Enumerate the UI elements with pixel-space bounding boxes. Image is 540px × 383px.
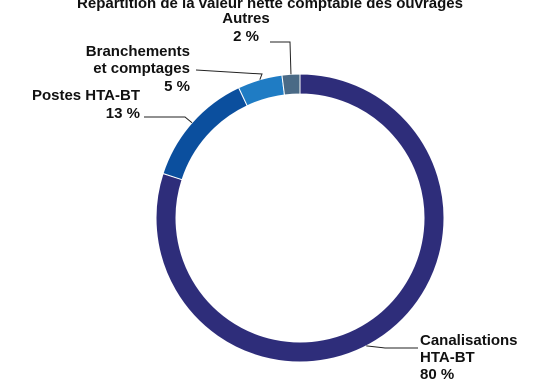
slice-autres: [281, 73, 301, 96]
label-branchements: Branchements et comptages 5 %: [86, 43, 190, 95]
label-autres: Autres 2 %: [222, 10, 270, 45]
label-canalisations-line2: HTA-BT: [420, 349, 475, 366]
leader-lines: [144, 41, 418, 349]
slice-branchements: [238, 74, 286, 107]
label-canalisations-line1: Canalisations: [420, 332, 518, 349]
label-autres-value: 2 %: [233, 28, 259, 45]
leader-postes: [144, 116, 193, 124]
leader-canalisations: [366, 345, 418, 349]
label-branchements-line2: et comptages: [93, 60, 190, 77]
label-autres-line1: Autres: [222, 10, 270, 27]
donut-slices: [155, 73, 445, 363]
slice-postes: [162, 87, 248, 181]
label-branchements-value: 5 %: [164, 78, 190, 95]
label-canalisations: Canalisations HTA-BT 80 %: [420, 332, 518, 383]
label-postes: Postes HTA-BT 13 %: [32, 87, 140, 122]
label-postes-value: 13 %: [106, 105, 140, 122]
label-canalisations-value: 80 %: [420, 366, 454, 383]
label-postes-line1: Postes HTA-BT: [32, 87, 140, 104]
leader-autres: [270, 41, 292, 75]
chart-title: Répartition de la valeur nette comptable…: [77, 0, 463, 12]
leader-branchements: [195, 69, 263, 80]
slice-canalisations: [155, 73, 445, 363]
label-branchements-line1: Branchements: [86, 43, 190, 60]
